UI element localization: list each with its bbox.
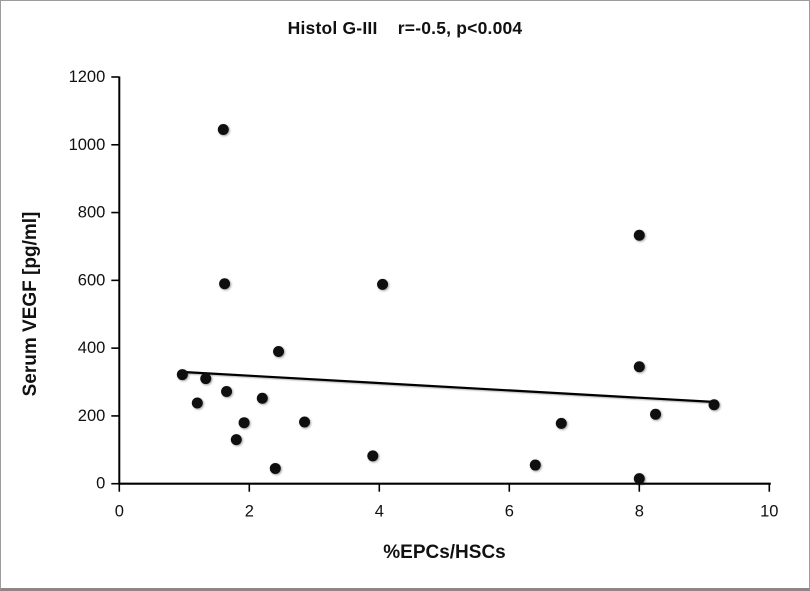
data-point: [633, 361, 645, 373]
x-tick-label: 2: [245, 503, 254, 521]
data-point: [191, 397, 203, 409]
x-tick-label: 8: [635, 503, 644, 521]
x-tick-label: 6: [505, 503, 514, 521]
data-point: [221, 386, 233, 398]
y-tick-label: 800: [78, 204, 106, 222]
data-point: [708, 399, 720, 411]
trend-line: [179, 370, 717, 404]
x-axis-label: %EPCs/HSCs: [383, 542, 506, 563]
data-point: [217, 124, 229, 136]
data-point: [238, 417, 250, 429]
data-point: [555, 417, 567, 429]
x-tick-label: 4: [375, 503, 384, 521]
data-point: [200, 373, 212, 385]
y-tick-label: 0: [96, 475, 105, 493]
data-point: [633, 229, 645, 241]
data-point: [529, 459, 541, 471]
data-point: [176, 369, 188, 381]
y-tick-label: 1000: [69, 136, 106, 154]
y-tick-label: 1200: [69, 68, 106, 86]
data-points: [176, 124, 720, 485]
x-tick-label: 0: [115, 503, 124, 521]
data-point: [219, 278, 231, 290]
y-tick-label: 400: [78, 339, 106, 357]
y-tick-label: 200: [78, 407, 106, 425]
x-tick-label: 10: [760, 503, 778, 521]
y-tick-label: 600: [78, 271, 106, 289]
data-point: [367, 450, 379, 462]
data-point: [269, 462, 281, 474]
data-point: [299, 416, 311, 428]
data-point: [273, 346, 285, 358]
data-point: [256, 392, 268, 404]
data-point: [377, 278, 389, 290]
data-point: [633, 473, 645, 485]
data-point: [650, 408, 662, 420]
chart-title: Histol G-III r=-0.5, p<0.004: [287, 18, 523, 38]
data-point: [230, 434, 242, 446]
